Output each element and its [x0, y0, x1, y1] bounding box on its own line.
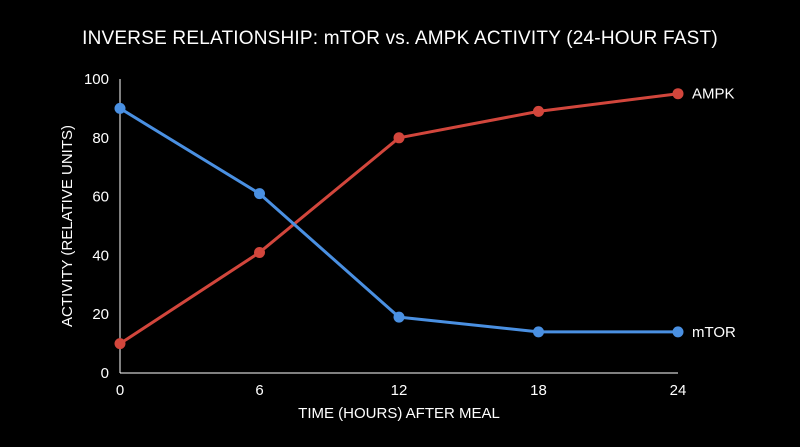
ampk-series-label: AMPK — [692, 86, 735, 103]
x-tick-label: 18 — [530, 382, 547, 399]
mtor-point — [254, 188, 265, 200]
series-layer: AMPK mTOR — [114, 86, 736, 350]
mtor-point — [672, 326, 684, 338]
axes — [119, 79, 678, 374]
mtor-point — [114, 102, 126, 114]
mtor-series-label: mTOR — [692, 324, 736, 341]
y-tick-label: 80 — [92, 130, 109, 147]
y-tick-label: 40 — [92, 247, 109, 264]
y-tick-labels: 0 20 40 60 80 100 — [84, 71, 109, 382]
series-ampk: AMPK — [114, 86, 735, 350]
ampk-line — [118, 92, 680, 346]
y-tick-label: 60 — [92, 189, 109, 206]
x-tick-label: 6 — [255, 382, 263, 399]
ampk-point — [393, 132, 405, 144]
y-axis-title: ACTIVITY (RELATIVE UNITS) — [59, 125, 76, 327]
ampk-point — [254, 246, 265, 258]
ampk-point — [533, 105, 544, 117]
x-tick-label: 24 — [670, 382, 687, 399]
ampk-point — [672, 88, 684, 100]
y-tick-label: 0 — [101, 365, 109, 382]
x-tick-label: 12 — [391, 382, 408, 399]
mtor-point — [533, 326, 544, 338]
chart-title: INVERSE RELATIONSHIP: mTOR vs. AMPK ACTI… — [82, 28, 718, 49]
x-tick-label: 0 — [116, 382, 124, 399]
series-mtor: mTOR — [114, 102, 736, 341]
y-tick-label: 20 — [92, 306, 109, 323]
y-tick-label: 100 — [84, 71, 109, 88]
x-tick-labels: 0 6 12 18 24 — [116, 382, 687, 399]
x-axis-title: TIME (HOURS) AFTER MEAL — [298, 405, 500, 422]
mtor-point — [393, 311, 405, 323]
ampk-point — [114, 338, 126, 350]
